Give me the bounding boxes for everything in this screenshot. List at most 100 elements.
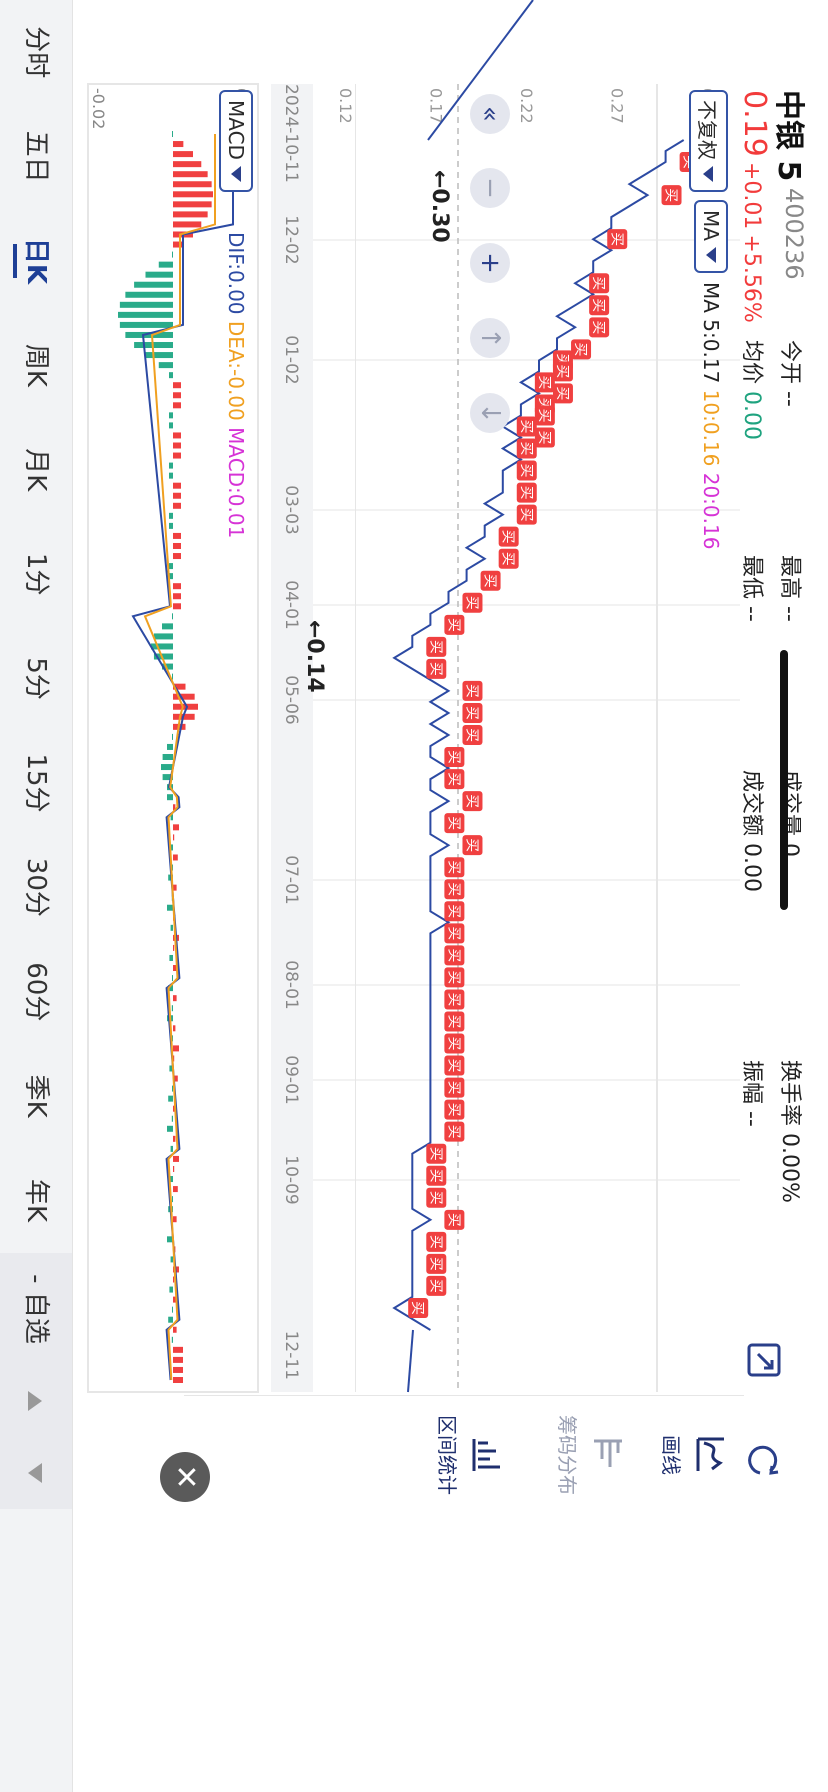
x-tick-label: 03-03 [281, 485, 301, 534]
macd-bar [172, 1216, 177, 1223]
macd-bar [173, 1045, 179, 1052]
tab-10[interactable]: 60分 [21, 962, 51, 1022]
scroll-up-arrow[interactable] [0, 1365, 72, 1437]
tab-8[interactable]: 15分 [21, 753, 51, 813]
chip-tool-label: 筹码分布 [555, 1415, 579, 1495]
buy-marker-label: 买 [427, 1257, 443, 1271]
zoom-left-button[interactable]: « [470, 94, 510, 134]
buy-marker-label: 买 [590, 276, 606, 290]
macd-bar [173, 532, 181, 539]
buy-marker: 买 [426, 1187, 447, 1208]
scroll-down-arrow[interactable] [0, 1437, 72, 1509]
chip-distribution-tool[interactable]: 筹码分布 [554, 1410, 628, 1500]
zoom-out-button[interactable]: − [470, 168, 510, 208]
buy-marker: 买 [444, 614, 465, 635]
tab-9[interactable]: 30分 [21, 857, 51, 917]
buy-marker-label: 买 [554, 364, 570, 378]
buy-marker-label: 买 [427, 662, 443, 676]
buy-marker: 买 [462, 702, 483, 723]
buy-marker: 买 [516, 504, 537, 525]
ma-selector[interactable]: MA [694, 200, 728, 273]
tab-7[interactable]: 5分 [21, 657, 51, 700]
macd-bar [167, 743, 173, 750]
macd-bar [145, 352, 173, 359]
tab-3[interactable]: 日K [0, 209, 72, 313]
zoom-in-button[interactable]: + [470, 243, 510, 283]
scroll-down-button[interactable]: ↓ [470, 393, 510, 433]
buy-marker-label: 买 [463, 684, 479, 698]
buy-marker-label: 买 [590, 298, 606, 312]
close-icon: ✕ [168, 1464, 203, 1490]
macd-bar [173, 593, 181, 600]
tab-4[interactable]: 周K [21, 343, 51, 387]
y-axis-ticks: 0.320.270.220.170.12 [336, 88, 717, 124]
buy-marker-label: 买 [445, 860, 461, 874]
macd-bar [173, 452, 181, 459]
buy-marker: 买 [444, 1011, 465, 1032]
buy-marker: 买 [516, 416, 537, 437]
macd-axis-bottom: -0.02 [89, 88, 108, 129]
macd-bar [173, 502, 181, 509]
tab-6[interactable]: 1分 [21, 552, 51, 596]
close-button[interactable]: ✕ [160, 1452, 210, 1502]
macd-bar [172, 613, 173, 620]
macd-bar [173, 392, 181, 399]
x-tick-label: 07-01 [281, 855, 301, 904]
buy-marker: 买 [444, 1099, 465, 1120]
buy-marker: 买 [444, 923, 465, 944]
range-stats-tool[interactable]: 区间统计 [434, 1410, 508, 1500]
scroll-up-button[interactable]: ↑ [470, 318, 510, 358]
macd-bar [169, 573, 173, 580]
buy-marker: 买 [444, 945, 465, 966]
buy-marker-label: 买 [663, 188, 679, 202]
macd-bar [173, 1366, 183, 1373]
tab-11[interactable]: 季K [21, 1074, 51, 1118]
macd-bar [173, 482, 181, 489]
buy-marker-label: 买 [554, 386, 570, 400]
buy-marker: 买 [426, 1231, 447, 1252]
macd-bar [173, 944, 175, 951]
add-favorite-button[interactable]: - 自选 [0, 1253, 72, 1365]
buy-marker: 买 [516, 460, 537, 481]
buy-marker-label: 买 [427, 1147, 443, 1161]
macd-bar [173, 492, 181, 499]
buy-marker-label: 买 [500, 552, 516, 566]
macd-bar [171, 1336, 173, 1343]
macd-bar [172, 1326, 177, 1333]
adjust-selector[interactable]: 不复权 [689, 90, 728, 192]
ma-values: MA 5:0.17 10:0.16 20:0.16 [699, 282, 723, 550]
buy-marker: 买 [426, 1253, 447, 1274]
tab-5[interactable]: 月K [21, 448, 51, 492]
buy-marker: 买 [426, 1275, 447, 1296]
buy-marker-label: 买 [445, 1213, 461, 1227]
macd-bar [172, 995, 177, 1002]
x-tick-label: 09-01 [281, 1055, 301, 1104]
tab-1[interactable]: 分时 [21, 26, 51, 79]
refresh-icon[interactable] [744, 1440, 784, 1480]
buy-marker: 买 [444, 879, 465, 900]
draw-line-icon [696, 1437, 724, 1471]
buy-marker-label: 买 [518, 464, 534, 478]
buy-marker-label: 买 [445, 1081, 461, 1095]
fullscreen-icon[interactable] [744, 1340, 784, 1380]
macd-bar [119, 301, 173, 308]
macd-bar [169, 372, 173, 379]
macd-bar [172, 211, 208, 218]
tab-12[interactable]: 年K [21, 1179, 51, 1223]
buy-marker-label: 买 [482, 574, 498, 588]
macd-bar [169, 563, 173, 570]
price-line-tail [407, 1329, 414, 1393]
tab-2[interactable]: 五日 [21, 130, 51, 183]
macd-bar [173, 402, 181, 409]
macd-selector[interactable]: MACD [219, 90, 253, 192]
macd-bar [173, 542, 181, 549]
draw-tool[interactable]: 画线 [658, 1410, 732, 1500]
x-tick-label: 12-11 [281, 1331, 301, 1380]
buy-marker-label: 买 [427, 1169, 443, 1183]
macd-bar [167, 1236, 173, 1243]
buy-marker: 买 [516, 438, 537, 459]
buy-marker: 买 [516, 482, 537, 503]
macd-bar [173, 1025, 176, 1032]
macd-bar [172, 1085, 173, 1092]
